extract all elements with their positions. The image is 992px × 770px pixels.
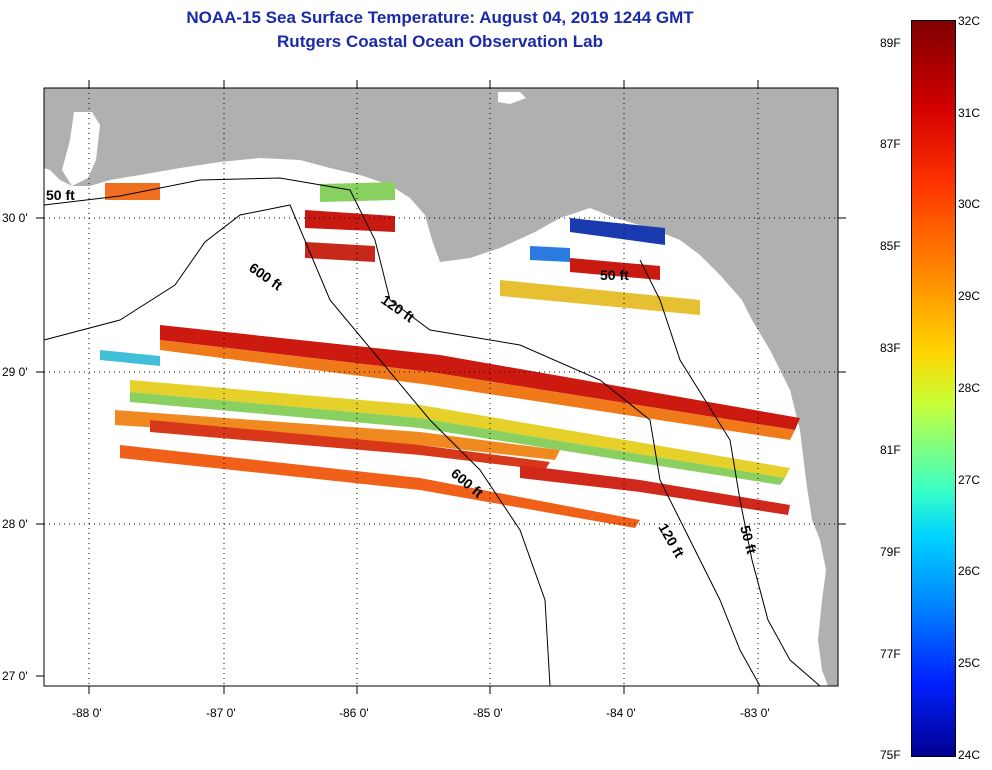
contour-50ft bbox=[639, 259, 821, 687]
cb-celsius-25: 25C bbox=[958, 656, 981, 670]
cb-fahrenheit-79: 79F bbox=[880, 545, 901, 559]
lat-label-28: 28 0' bbox=[2, 517, 28, 531]
swath-red-north bbox=[305, 210, 395, 232]
lon-label-85: -85 0' bbox=[473, 706, 503, 720]
swath-red-east bbox=[570, 258, 660, 280]
cb-celsius-24: 24C bbox=[958, 748, 981, 762]
swath-green-north bbox=[320, 182, 395, 202]
swath-red-north-2 bbox=[305, 242, 375, 262]
land-florida-south bbox=[818, 540, 838, 686]
temperature-colorbar bbox=[911, 20, 956, 757]
cb-fahrenheit-77: 77F bbox=[880, 647, 901, 661]
swath-yellow-east bbox=[500, 280, 700, 315]
swath-orange-2 bbox=[115, 410, 560, 460]
lat-label-27: 27 0' bbox=[2, 669, 28, 683]
sst-swaths bbox=[100, 182, 800, 528]
depth-contours bbox=[43, 177, 821, 687]
swath-red-top bbox=[160, 325, 800, 430]
swath-blue-east-2 bbox=[530, 246, 570, 262]
lon-label-83: -83 0' bbox=[740, 706, 770, 720]
chart-subtitle: Rutgers Coastal Ocean Observation Lab bbox=[277, 32, 603, 51]
swath-orange-1 bbox=[160, 340, 795, 440]
swath-red-3 bbox=[520, 465, 790, 515]
swath-green-1 bbox=[130, 392, 785, 485]
cb-celsius-32: 32C bbox=[958, 14, 981, 28]
cb-celsius-30: 30C bbox=[958, 197, 981, 211]
inland-lake bbox=[498, 92, 526, 104]
lon-label-86: -86 0' bbox=[339, 706, 369, 720]
swath-orange-west bbox=[105, 183, 160, 200]
map-frame bbox=[43, 87, 839, 687]
swath-cyan-west bbox=[100, 350, 160, 366]
cb-celsius-31: 31C bbox=[958, 106, 981, 120]
lon-label-87: -87 0' bbox=[206, 706, 236, 720]
swath-orange-3 bbox=[120, 445, 640, 528]
cb-fahrenheit-85: 85F bbox=[880, 239, 901, 253]
contour-600ft bbox=[43, 204, 551, 687]
lon-label-84: -84 0' bbox=[606, 706, 636, 720]
swath-yellow-1 bbox=[130, 380, 790, 478]
cb-fahrenheit-83: 83F bbox=[880, 341, 901, 355]
lon-label-88: -88 0' bbox=[72, 706, 102, 720]
swath-blue-east bbox=[570, 218, 665, 245]
lat-label-30: 30 0' bbox=[2, 211, 28, 225]
land-north bbox=[44, 88, 838, 548]
cb-celsius-28: 28C bbox=[958, 381, 981, 395]
cb-celsius-27: 27C bbox=[958, 473, 981, 487]
land-bay bbox=[62, 112, 100, 186]
cb-fahrenheit-75: 75F bbox=[880, 748, 901, 762]
cb-celsius-29: 29C bbox=[958, 289, 981, 303]
contour-120ft bbox=[43, 177, 761, 687]
contour-label-50-east: 50 ft bbox=[600, 267, 629, 283]
cb-fahrenheit-87: 87F bbox=[880, 137, 901, 151]
swath-red-2 bbox=[150, 420, 550, 470]
contour-label-50-west: 50 ft bbox=[46, 187, 75, 203]
chart-title: NOAA-15 Sea Surface Temperature: August … bbox=[186, 8, 694, 27]
axis-ticks bbox=[36, 80, 846, 694]
lat-label-29: 29 0' bbox=[2, 365, 28, 379]
cb-celsius-26: 26C bbox=[958, 564, 981, 578]
cb-fahrenheit-89: 89F bbox=[880, 36, 901, 50]
contour-label-50-south: 50 ft bbox=[737, 524, 760, 556]
cb-fahrenheit-81: 81F bbox=[880, 443, 901, 457]
